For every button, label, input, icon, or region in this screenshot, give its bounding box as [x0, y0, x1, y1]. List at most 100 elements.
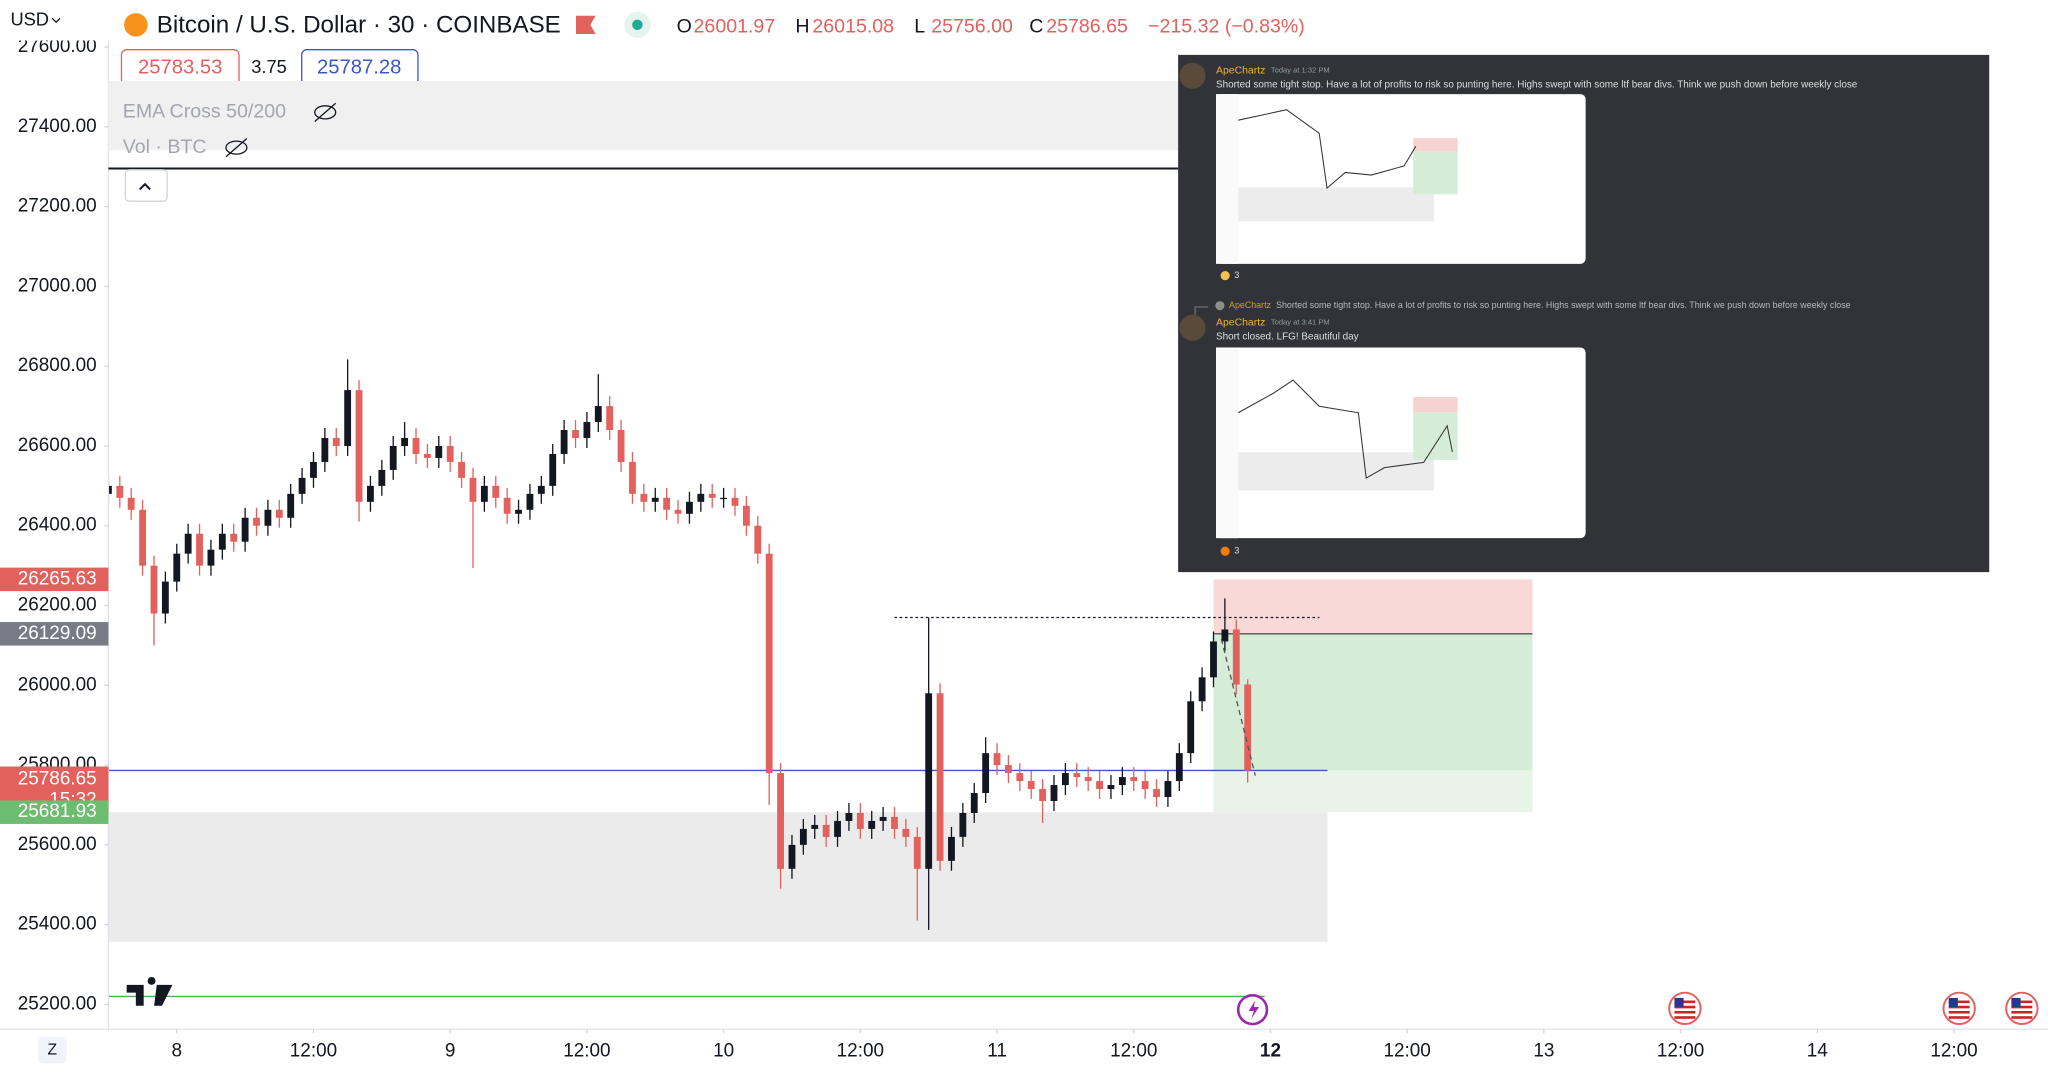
candle-body [891, 816, 898, 829]
timestamp: Today at 3:41 PM [1271, 318, 1330, 327]
candle-body [275, 509, 283, 518]
thumb-axis [1216, 94, 1239, 264]
tv-logo [126, 977, 173, 1006]
reaction-count: 3 [1234, 270, 1239, 280]
flag-stripe [1948, 1005, 1970, 1009]
candle-body [184, 533, 192, 554]
ohlc-key: L [914, 16, 925, 38]
candle-body [822, 824, 830, 837]
price-tag [0, 800, 109, 824]
event-bolt [1248, 1000, 1260, 1019]
flag-stripe [1674, 1000, 1696, 1004]
candle-body [959, 812, 967, 837]
candle-body [811, 824, 819, 829]
candle-body [1107, 785, 1115, 790]
flag-canton [1674, 997, 1684, 1008]
candle-body [1187, 701, 1195, 754]
candle-body [389, 445, 397, 470]
x-tick-label: 13 [1533, 1040, 1554, 1061]
candle-body [1050, 785, 1058, 801]
candle-body [936, 693, 944, 861]
thumb-gray [1238, 452, 1435, 491]
candle-body [344, 390, 352, 446]
candle-body [310, 461, 317, 478]
y-tick-label: 26200.00 [18, 595, 97, 616]
timezone-button[interactable] [37, 1037, 67, 1064]
candle-body [207, 549, 215, 566]
x-tick-label: 12:00 [1657, 1040, 1704, 1061]
chart-thumbnail[interactable] [1216, 94, 1586, 264]
candle-body [401, 437, 409, 446]
thumb-gray [1238, 187, 1435, 222]
flag-icon[interactable] [576, 15, 596, 34]
flag-stripe [2011, 1005, 2033, 1009]
y-tick-label: 27200.00 [18, 196, 97, 217]
candle-body [583, 422, 591, 438]
flag-stripe [2011, 1010, 2033, 1014]
flag-stripe [1674, 1010, 1696, 1014]
target-zone [1213, 770, 1533, 813]
x-tick-label: 12:00 [837, 1040, 884, 1061]
flag-stripe [1948, 1000, 1970, 1004]
x-tick-label: 11 [987, 1040, 1007, 1061]
price-tag [0, 622, 109, 646]
x-tick-label: 9 [445, 1040, 456, 1061]
reaction-count: 3 [1234, 546, 1239, 556]
candle-body [423, 453, 431, 458]
candle-body [617, 430, 625, 462]
candle-body [1153, 789, 1160, 798]
candle-body [161, 581, 169, 614]
price-tag [0, 567, 109, 592]
reaction-icon [1220, 546, 1230, 556]
btc-icon [124, 13, 148, 37]
candle-body [264, 509, 272, 526]
candle-body [253, 517, 260, 526]
x-tick-label: 8 [171, 1040, 182, 1061]
candle-body [1164, 781, 1172, 798]
y-tick-label: 26400.00 [18, 515, 97, 536]
candle-body [594, 406, 602, 423]
candle-body [629, 461, 636, 494]
y-tick-label: 27400.00 [18, 116, 97, 137]
candle-body [1061, 773, 1069, 786]
avatar [1179, 62, 1206, 89]
hide-icon[interactable] [314, 105, 337, 120]
candle-body [332, 437, 340, 446]
candle-body [1039, 789, 1047, 801]
candle-body [765, 553, 773, 774]
hide-icon[interactable] [225, 140, 248, 155]
candle-body [492, 485, 500, 498]
range-box [108, 812, 1328, 942]
ohlc-value: 26015.08 [812, 16, 894, 38]
thumb-green [1413, 412, 1458, 460]
candle-body [720, 497, 728, 500]
candle-body [378, 469, 386, 486]
candle-body [788, 844, 796, 869]
bid: 25783.53 [138, 56, 222, 78]
candle-body [1027, 781, 1035, 790]
candle-body [742, 505, 750, 526]
x-tick-label: 12 [1260, 1040, 1281, 1061]
reply-curve [1194, 306, 1209, 315]
timestamp: Today at 1:32 PM [1271, 66, 1330, 75]
currency-caret [51, 17, 61, 24]
indicator-band [108, 81, 1179, 151]
chart-thumbnail[interactable] [1216, 347, 1586, 539]
candle-body [948, 836, 955, 861]
candle-body [925, 693, 933, 869]
candle-body [298, 477, 306, 494]
candle-body [526, 493, 534, 510]
candle-body [241, 517, 249, 542]
flag-stripe [2011, 1016, 2033, 1019]
price-tag-label: 25786.65 [18, 769, 97, 790]
candle-body [572, 430, 579, 438]
thumb-red [1413, 138, 1458, 152]
thumb-red [1413, 397, 1458, 413]
flag-stripe [2011, 1000, 2033, 1004]
thumb-price [1238, 109, 1417, 190]
flag-stripe [1674, 1005, 1696, 1009]
message: Short closed. LFG! Beautiful day [1216, 332, 1359, 343]
candle-body [982, 753, 990, 794]
currency: USD [10, 9, 49, 30]
x-tick-label: 10 [713, 1040, 734, 1061]
